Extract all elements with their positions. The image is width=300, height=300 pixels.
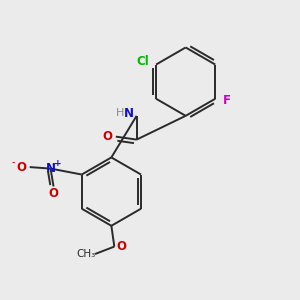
Text: O: O bbox=[103, 130, 112, 143]
Text: -: - bbox=[12, 157, 15, 167]
Text: H: H bbox=[116, 108, 124, 118]
Text: N: N bbox=[46, 162, 56, 175]
Text: N: N bbox=[124, 107, 134, 120]
Text: Cl: Cl bbox=[136, 55, 149, 68]
Text: CH₃: CH₃ bbox=[76, 249, 96, 259]
Text: F: F bbox=[223, 94, 231, 107]
Text: +: + bbox=[54, 159, 62, 168]
Text: O: O bbox=[16, 160, 26, 174]
Text: O: O bbox=[49, 187, 58, 200]
Text: O: O bbox=[117, 240, 127, 253]
